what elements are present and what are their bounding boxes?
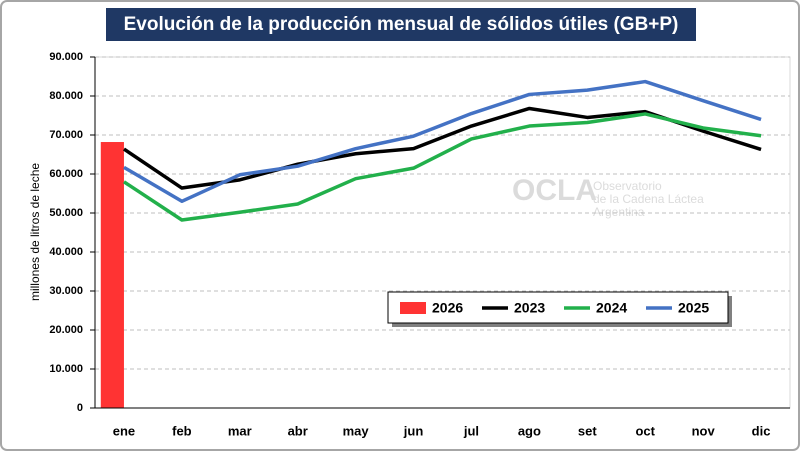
- y-tick-label: 80.000: [49, 90, 83, 102]
- legend-swatch: [400, 302, 426, 314]
- watermark-text: de la Cadena Láctea: [593, 192, 704, 206]
- y-tick-label: 10.000: [49, 363, 83, 375]
- line: [123, 79, 762, 204]
- watermark-text: Observatorio: [593, 179, 662, 193]
- title-box: [106, 8, 696, 41]
- x-tick-label: mar: [228, 423, 252, 438]
- watermark-text: Argentina: [593, 205, 645, 219]
- x-tick-label: feb: [172, 423, 192, 438]
- y-tick-label: 40.000: [49, 246, 83, 258]
- y-tick-label: 70.000: [49, 129, 83, 141]
- x-tick-label: ene: [113, 423, 135, 438]
- watermark: OCLA Observatorio de la Cadena Láctea Ar…: [512, 174, 704, 219]
- legend-label: 2026: [432, 300, 463, 316]
- bar: [100, 142, 124, 408]
- x-tick-label: jun: [403, 423, 424, 438]
- legend-label: 2025: [678, 300, 709, 316]
- x-tick-label: oct: [635, 423, 655, 438]
- x-tick-label: nov: [692, 423, 716, 438]
- line: [122, 112, 762, 222]
- y-tick-label: 90.000: [49, 51, 83, 63]
- x-tick-label: dic: [752, 423, 771, 438]
- x-tick-label: abr: [288, 423, 308, 438]
- chart-title: Evolución de la producción mensual de só…: [124, 14, 679, 35]
- legend-label: 2023: [514, 300, 545, 316]
- y-axis-label: millones de litros de leche: [28, 163, 42, 301]
- y-tick-label: 30.000: [49, 285, 83, 297]
- x-tick-label: ago: [518, 423, 541, 438]
- watermark-logo: OCLA: [512, 174, 597, 207]
- y-tick-label: 0: [77, 402, 83, 414]
- x-tick-label: jul: [463, 423, 479, 438]
- y-tick-label: 60.000: [49, 168, 83, 180]
- y-tick-label: 50.000: [49, 207, 83, 219]
- legend-label: 2024: [596, 300, 627, 316]
- x-tick-label: may: [343, 423, 370, 438]
- legend: 2026 2023 2024 2025: [387, 291, 732, 327]
- x-tick-label: set: [578, 423, 597, 438]
- y-tick-label: 20.000: [49, 324, 83, 336]
